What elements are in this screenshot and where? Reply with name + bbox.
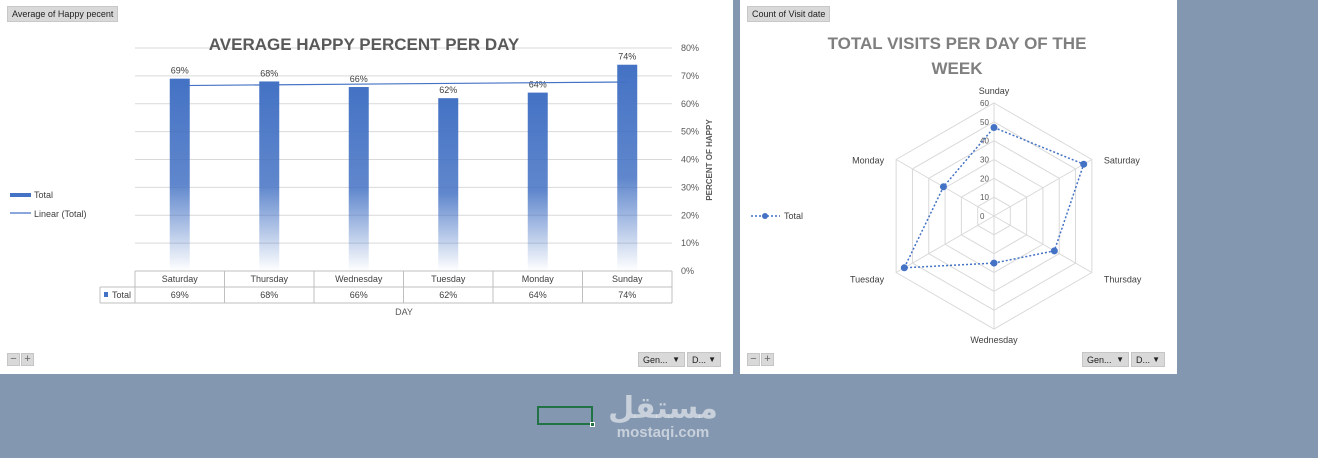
x-tick-label: Saturday — [162, 274, 199, 284]
x-axis-label: DAY — [395, 307, 413, 317]
legend-key-bar — [10, 193, 31, 197]
category-label: Tuesday — [850, 275, 885, 285]
radar-tick-label: 50 — [980, 118, 989, 127]
y-tick-label: 0% — [681, 266, 694, 276]
radar-point — [990, 259, 998, 267]
day-filter-dropdown[interactable]: D... ▼ — [687, 352, 721, 367]
y-tick-label: 10% — [681, 238, 699, 248]
gender-filter-dropdown[interactable]: Gen... ▼ — [638, 352, 685, 367]
y-tick-label: 40% — [681, 155, 699, 165]
selected-cell[interactable] — [537, 406, 595, 427]
data-label: 68% — [260, 68, 278, 78]
data-label: 66% — [350, 74, 368, 84]
collapse-button[interactable]: − — [747, 353, 760, 366]
x-tick-label: Wednesday — [335, 274, 383, 284]
radar-tick-label: 10 — [980, 193, 989, 202]
bar-chart: 0% 10% 20% 30% 40% 50% 60% 70% 80% AVERAGE HAPPY … — [10, 35, 714, 317]
table-legend-key — [104, 292, 108, 297]
field-button-visits[interactable]: Count of Visit date — [747, 6, 831, 22]
watermark-arabic: مستقل — [608, 391, 718, 426]
radar-point — [1080, 160, 1088, 168]
radar-point — [939, 183, 947, 191]
legend-label: Total — [784, 211, 803, 221]
radar-point — [900, 264, 908, 272]
bar — [617, 64, 638, 271]
category-label: Monday — [852, 156, 885, 166]
field-button-happy[interactable]: Average of Happy pecent — [7, 6, 119, 22]
radar-tick-label: 60 — [980, 99, 989, 108]
category-label: Sunday — [979, 86, 1010, 96]
x-tick-label: Monday — [522, 274, 555, 284]
table-series-name: Total — [112, 290, 131, 300]
gender-filter-label: Gen... — [1087, 355, 1112, 365]
gender-filter-label: Gen... — [643, 355, 668, 365]
collapse-button[interactable]: − — [7, 353, 20, 366]
radar-spoke — [993, 159, 1093, 217]
radar-spoke — [895, 215, 995, 273]
y-tick-label: 60% — [681, 99, 699, 109]
x-tick-label: Tuesday — [431, 274, 466, 284]
chart-title-line2: WEEK — [932, 59, 984, 78]
y-tick-label: 70% — [681, 71, 699, 81]
table-value: 74% — [618, 290, 636, 300]
table-value: 66% — [350, 290, 368, 300]
y-tick-label: 50% — [681, 127, 699, 137]
data-label: 62% — [439, 85, 457, 95]
category-label: Saturday — [1104, 156, 1141, 166]
gender-filter-dropdown[interactable]: Gen... ▼ — [1082, 352, 1129, 367]
x-tick-label: Sunday — [612, 274, 643, 284]
day-filter-label: D... — [1136, 355, 1151, 365]
radar-tick-label: 0 — [980, 212, 985, 221]
chart-title-line1: TOTAL VISITS PER DAY OF THE — [828, 34, 1087, 53]
category-label: Thursday — [1104, 275, 1142, 285]
radar-tick-label: 30 — [980, 156, 989, 165]
category-label: Wednesday — [970, 335, 1018, 345]
radar-chart: TOTAL VISITS PER DAY OF THE WEEK 0 10 20 30 40… — [751, 34, 1142, 345]
x-tick-label: Thursday — [250, 274, 288, 284]
legend-label: Linear (Total) — [34, 209, 87, 219]
bar-chart-panel: Average of Happy pecent 0% 10% 20% 30% 40% 50… — [0, 0, 733, 374]
y-tick-label: 20% — [681, 210, 699, 220]
table-value: 64% — [529, 290, 547, 300]
dropdown-arrow-icon: ▼ — [1152, 355, 1160, 364]
bar — [169, 78, 190, 271]
y-tick-label: 30% — [681, 182, 699, 192]
radar-spoke — [993, 215, 1093, 273]
expand-button[interactable]: + — [21, 353, 34, 366]
radar-point — [1050, 247, 1058, 255]
legend-key-marker — [762, 213, 768, 219]
dropdown-arrow-icon: ▼ — [1116, 355, 1124, 364]
fill-handle[interactable] — [590, 422, 595, 427]
dropdown-arrow-icon: ▼ — [672, 355, 680, 364]
bar — [438, 98, 459, 271]
radar-chart-panel: Count of Visit date TOTAL VISITS PER DAY… — [740, 0, 1177, 374]
legend-label: Total — [34, 190, 53, 200]
radar-tick-label: 20 — [980, 174, 989, 183]
day-filter-dropdown[interactable]: D... ▼ — [1131, 352, 1165, 367]
chart-title: AVERAGE HAPPY PERCENT PER DAY — [209, 35, 520, 54]
bar — [259, 81, 280, 271]
radar-point — [990, 123, 998, 131]
bar — [527, 92, 548, 271]
bar — [348, 87, 369, 272]
table-value: 62% — [439, 290, 457, 300]
y-axis-label: PERCENT OF HAPPY — [705, 119, 714, 201]
data-label: 64% — [529, 80, 547, 90]
watermark-logo: مستقل mostaqi.com — [598, 394, 728, 450]
dropdown-arrow-icon: ▼ — [708, 355, 716, 364]
trendline — [179, 81, 628, 87]
data-label: 69% — [171, 66, 189, 76]
table-value: 68% — [260, 290, 278, 300]
table-value: 69% — [171, 290, 189, 300]
watermark-latin: mostaqi.com — [616, 424, 710, 441]
data-label: 74% — [618, 52, 636, 62]
radar-tick-label: 40 — [980, 137, 989, 146]
expand-button[interactable]: + — [761, 353, 774, 366]
day-filter-label: D... — [692, 355, 707, 365]
y-tick-label: 80% — [681, 43, 699, 53]
